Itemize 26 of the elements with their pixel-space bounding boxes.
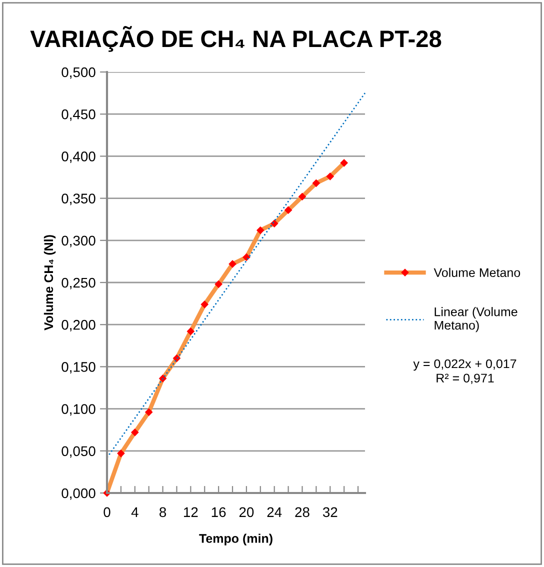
text: y = 0,022x + 0,017 R² = 0,971 (413, 359, 516, 384)
legend-label: Linear (Volume Metano) (434, 307, 518, 332)
y-tick-label: 0,100 (62, 404, 96, 416)
chart-title: VARIAÇÃO DE CH₄ NA PLACA PT-28 (30, 26, 442, 52)
x-tick-label: 0 (104, 507, 110, 518)
y-tick-label: 0,300 (62, 236, 96, 248)
y-tick-label: 0,150 (62, 362, 96, 374)
x-tick-label: 28 (295, 507, 310, 518)
y-tick-label: 0,500 (62, 67, 96, 79)
x-tick-label: 32 (322, 507, 338, 518)
x-tick-label: 8 (160, 507, 166, 518)
y-tick-label: 0,050 (62, 446, 96, 458)
x-tick-label: 24 (267, 507, 282, 517)
legend-label: Volume Metano (434, 268, 520, 278)
y-tick-label: 0,400 (62, 152, 96, 164)
y-tick-label: 0,000 (62, 488, 96, 500)
x-tick-label: 4 (131, 507, 138, 517)
x-axis-title: Tempo (min) (199, 534, 272, 546)
y-tick-label: 0,450 (62, 109, 96, 121)
y-tick-label: 0,250 (62, 278, 96, 290)
x-tick-label: 20 (239, 507, 254, 518)
y-tick-label: 0,200 (62, 320, 96, 332)
y-tick-label: 0,350 (62, 194, 96, 206)
x-tick-label: 12 (184, 507, 198, 517)
y-axis-title: Volume CH₄ (Nl) (44, 235, 56, 330)
x-tick-label: 16 (212, 507, 226, 518)
